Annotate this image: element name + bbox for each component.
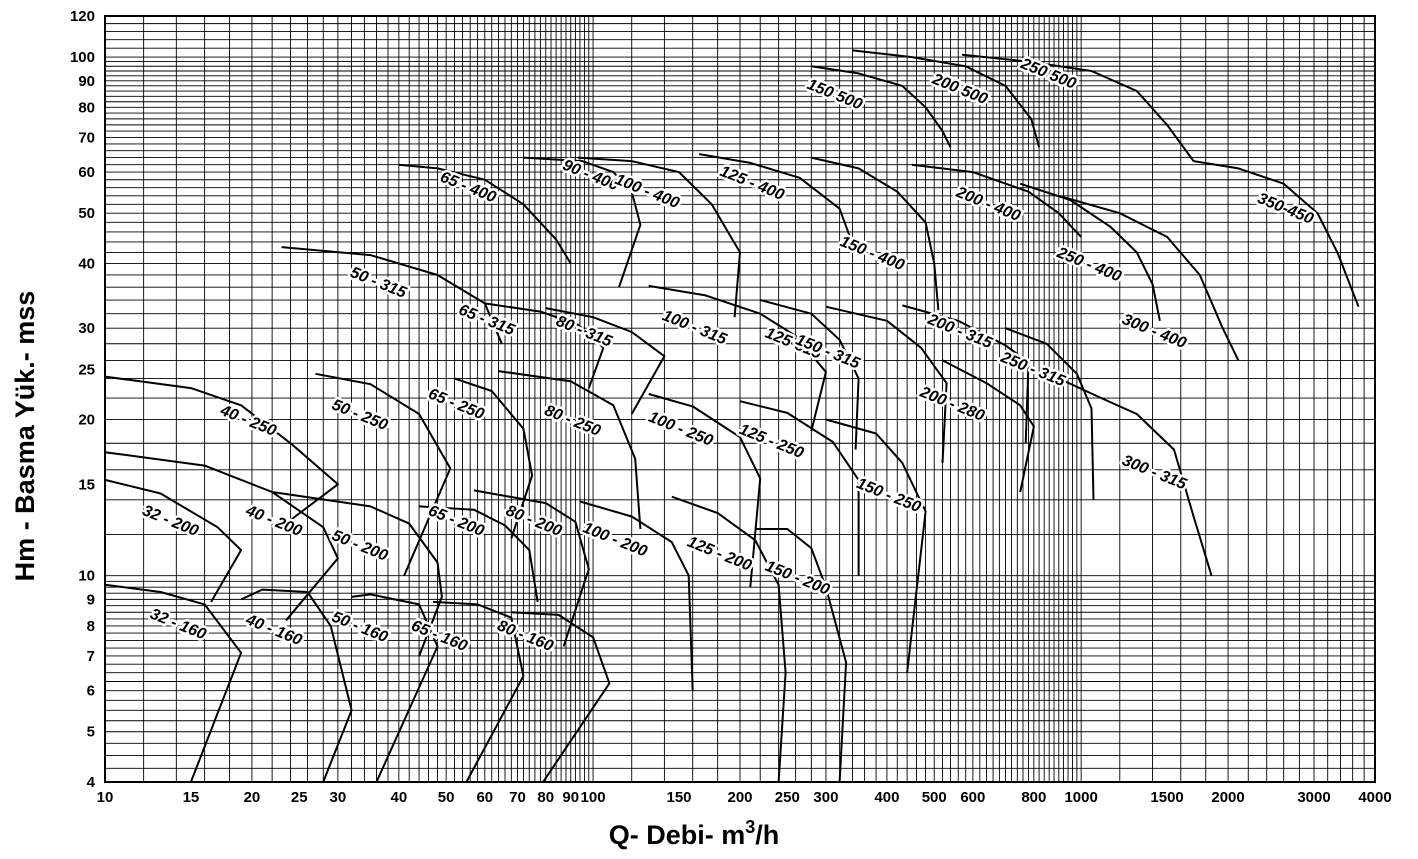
y-tick-label: 60 <box>78 164 95 181</box>
pump-curve <box>104 451 339 621</box>
y-tick-label: 8 <box>87 618 95 635</box>
x-tick-label: 300 <box>813 789 838 806</box>
pump-curve <box>577 156 741 318</box>
pump-curve <box>432 600 525 783</box>
x-tick-labels: 10 15 20 25 30 40 50 60 70 80 90 100 150 200 250 300 400… <box>97 789 1392 806</box>
x-tick-label: 600 <box>960 789 985 806</box>
pump-curves <box>104 49 1360 783</box>
pump-curve <box>911 163 1082 238</box>
pump-curve <box>759 299 860 450</box>
pump-curve <box>579 500 694 691</box>
pump-curve <box>351 593 439 783</box>
pump-curve <box>1058 194 1240 361</box>
pump-curve <box>454 377 534 539</box>
pump-curve <box>281 246 503 345</box>
y-tick-label: 5 <box>87 724 95 741</box>
y-tick-label: 30 <box>78 320 95 337</box>
y-tick-label: 15 <box>78 476 95 493</box>
pump-curve <box>811 156 940 311</box>
x-tick-label: 25 <box>291 789 308 806</box>
x-tick-label: 250 <box>775 789 800 806</box>
y-tick-label: 10 <box>78 568 95 585</box>
x-tick-label: 50 <box>438 789 455 806</box>
pump-curve <box>961 53 1195 162</box>
y-tick-label: 100 <box>70 49 95 66</box>
x-tick-label: 500 <box>922 789 947 806</box>
x-tick-label: 2000 <box>1211 789 1244 806</box>
pump-curve <box>852 49 1041 148</box>
y-tick-label: 7 <box>87 648 95 665</box>
pump-curve <box>739 400 860 576</box>
y-tick-label: 80 <box>78 99 95 116</box>
pump-curve <box>811 65 952 148</box>
pump-curve <box>1193 160 1360 308</box>
pump-curve <box>104 375 339 521</box>
x-tick-label: 60 <box>476 789 493 806</box>
pump-curve <box>498 370 642 530</box>
y-tick-label: 9 <box>87 591 95 608</box>
x-tick-label: 3000 <box>1297 789 1330 806</box>
x-tick-label: 200 <box>727 789 752 806</box>
y-tick-label: 70 <box>78 129 95 146</box>
x-tick-label: 1500 <box>1150 789 1183 806</box>
x-tick-label: 4000 <box>1358 789 1391 806</box>
pump-curve <box>398 163 572 264</box>
pump-curve <box>648 393 762 588</box>
pump-curve <box>104 478 243 603</box>
pump-curve <box>755 528 848 783</box>
pump-curve <box>473 489 590 647</box>
x-tick-label: 1000 <box>1064 789 1097 806</box>
x-tick-label: 15 <box>183 789 200 806</box>
x-tick-label: 400 <box>874 789 899 806</box>
x-tick-label: 10 <box>97 789 114 806</box>
pump-curve <box>271 491 443 657</box>
x-tick-label: 100 <box>581 789 606 806</box>
pump-curve <box>825 418 927 673</box>
pump-curve <box>240 588 353 783</box>
y-tick-label: 20 <box>78 412 95 429</box>
pump-curve <box>1058 377 1213 576</box>
x-tick-label: 30 <box>330 789 347 806</box>
y-tick-label: 50 <box>78 205 95 222</box>
x-tick-label: 70 <box>509 789 526 806</box>
pump-curve <box>104 583 243 783</box>
x-tick-label: 20 <box>244 789 261 806</box>
y-tick-label: 4 <box>87 774 96 791</box>
pump-curve <box>902 304 1030 444</box>
pump-curve <box>699 153 857 253</box>
pump-curve <box>419 505 539 603</box>
y-tick-label: 120 <box>70 8 95 25</box>
pump-curve <box>825 305 948 463</box>
x-tick-label: 800 <box>1021 789 1046 806</box>
pump-curve <box>648 284 827 432</box>
pump-curve <box>671 495 787 783</box>
x-tick-label: 90 <box>562 789 579 806</box>
y-tick-label: 6 <box>87 683 95 700</box>
y-tick-label: 40 <box>78 255 95 272</box>
pump-curve <box>942 359 1035 493</box>
pump-curve <box>523 156 642 288</box>
x-axis-title: Q- Debi- m3/h <box>609 817 780 850</box>
pump-curve <box>1005 327 1095 500</box>
x-tick-label: 40 <box>391 789 408 806</box>
pump-curve <box>511 611 611 783</box>
y-tick-label: 25 <box>78 361 95 378</box>
pump-curve <box>545 307 666 415</box>
plot-frame <box>104 15 1376 783</box>
x-tick-label: 150 <box>667 789 692 806</box>
pump-curve <box>484 302 605 389</box>
x-tick-label: 80 <box>537 789 554 806</box>
pump-curve <box>315 372 452 576</box>
y-axis-title: Hm - Basma Yük.- mss <box>10 291 40 582</box>
y-tick-labels: 4 5 6 7 8 9 10 15 20 25 30 40 50 60 70 80 90 100 120 <box>70 8 96 791</box>
y-tick-label: 90 <box>78 73 95 90</box>
